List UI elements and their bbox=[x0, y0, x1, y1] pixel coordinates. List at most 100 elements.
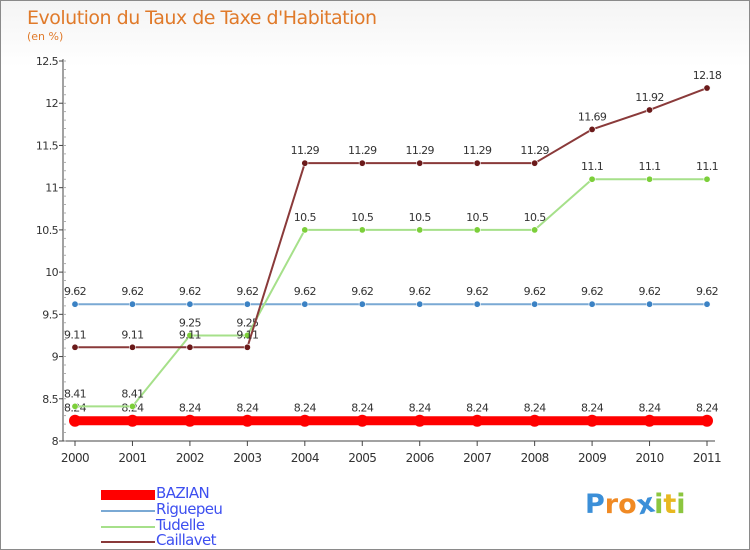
data-point-riguepeu bbox=[531, 300, 539, 308]
data-point-bazian bbox=[126, 414, 139, 427]
y-tick-label: 12.5 bbox=[36, 55, 59, 68]
data-label-bazian: 8.24 bbox=[466, 402, 489, 415]
data-point-bazian bbox=[413, 414, 426, 427]
data-label-caillavet: 12.18 bbox=[693, 69, 722, 82]
data-point-caillavet bbox=[703, 84, 711, 92]
y-tick-label: 12 bbox=[45, 97, 58, 110]
x-tick-label: 2000 bbox=[61, 451, 89, 465]
logo-letter: o bbox=[618, 489, 637, 520]
legend-label-bazian: BAZIAN bbox=[156, 484, 210, 502]
x-tick-label: 2010 bbox=[635, 451, 663, 465]
data-label-riguepeu: 9.62 bbox=[179, 285, 201, 298]
data-label-riguepeu: 9.62 bbox=[466, 285, 488, 298]
data-label-caillavet: 9.11 bbox=[236, 328, 258, 341]
data-point-bazian bbox=[69, 414, 81, 427]
x-tick-label: 2009 bbox=[578, 451, 606, 465]
data-label-caillavet: 9.11 bbox=[179, 328, 201, 341]
data-label-tudelle: 9.25 bbox=[179, 316, 202, 329]
data-label-riguepeu: 9.62 bbox=[581, 285, 603, 298]
data-point-caillavet bbox=[71, 343, 79, 351]
data-label-bazian: 8.24 bbox=[409, 402, 432, 415]
data-label-bazian: 8.24 bbox=[294, 402, 317, 415]
data-label-caillavet: 11.69 bbox=[578, 110, 607, 123]
data-point-riguepeu bbox=[71, 300, 79, 308]
data-label-tudelle: 10.5 bbox=[294, 211, 317, 224]
data-point-tudelle bbox=[588, 175, 596, 183]
data-label-tudelle: 11.1 bbox=[581, 160, 603, 173]
data-point-tudelle bbox=[128, 402, 136, 410]
data-point-bazian bbox=[356, 414, 369, 427]
data-point-tudelle bbox=[473, 226, 481, 234]
data-label-riguepeu: 9.62 bbox=[409, 285, 431, 298]
data-label-riguepeu: 9.62 bbox=[121, 285, 143, 298]
data-point-tudelle bbox=[358, 226, 366, 234]
data-point-caillavet bbox=[243, 343, 251, 351]
legend-label-caillavet: Caillavet bbox=[156, 531, 217, 549]
data-label-caillavet: 11.29 bbox=[348, 144, 377, 157]
data-label-bazian: 8.24 bbox=[236, 402, 259, 415]
chart-title: Evolution du Taux de Taxe d'Habitation bbox=[27, 7, 377, 29]
logo-letter: r bbox=[604, 489, 619, 520]
data-point-tudelle bbox=[186, 331, 194, 339]
legend-swatch-tudelle bbox=[101, 526, 155, 528]
y-tick-label: 10.5 bbox=[36, 224, 59, 237]
data-label-caillavet: 11.29 bbox=[463, 144, 492, 157]
data-point-tudelle bbox=[301, 226, 309, 234]
legend-label-tudelle: Tudelle bbox=[156, 516, 205, 534]
data-point-tudelle bbox=[416, 226, 424, 234]
data-point-riguepeu bbox=[358, 300, 366, 308]
data-point-bazian bbox=[643, 414, 656, 427]
data-point-bazian bbox=[298, 414, 311, 427]
data-label-caillavet: 11.29 bbox=[520, 144, 549, 157]
data-point-caillavet bbox=[358, 159, 366, 167]
data-label-caillavet: 11.92 bbox=[635, 91, 664, 104]
data-point-bazian bbox=[586, 414, 599, 427]
chart-subtitle: (en %) bbox=[27, 30, 64, 43]
data-label-riguepeu: 9.62 bbox=[638, 285, 660, 298]
series-line-caillavet bbox=[75, 87, 708, 349]
y-tick-label: 9.5 bbox=[42, 308, 58, 321]
x-tick-label: 2011 bbox=[693, 451, 721, 465]
logo-letter: i bbox=[654, 489, 664, 520]
logo-letter: P bbox=[585, 489, 605, 520]
x-tick-label: 2007 bbox=[463, 451, 491, 465]
logo-letter: i bbox=[676, 489, 686, 520]
x-tick-label: 2001 bbox=[118, 451, 146, 465]
legend-label-riguepeu: Riguepeu bbox=[156, 500, 223, 518]
data-point-caillavet bbox=[301, 159, 309, 167]
legend-swatch-caillavet bbox=[101, 541, 155, 543]
proxiti-logo: Proxiti bbox=[585, 488, 686, 522]
data-label-tudelle: 10.5 bbox=[351, 211, 374, 224]
data-point-bazian bbox=[183, 414, 196, 427]
x-tick-label: 2003 bbox=[233, 451, 261, 465]
data-point-caillavet bbox=[416, 159, 424, 167]
data-point-bazian bbox=[701, 414, 713, 427]
y-tick-label: 8.5 bbox=[42, 393, 58, 406]
data-point-riguepeu bbox=[416, 300, 424, 308]
data-point-riguepeu bbox=[128, 300, 136, 308]
data-point-bazian bbox=[471, 414, 484, 427]
data-label-tudelle: 10.5 bbox=[466, 211, 489, 224]
series-line-tudelle bbox=[75, 178, 707, 408]
x-tick-label: 2006 bbox=[406, 451, 434, 465]
data-label-tudelle: 8.41 bbox=[121, 387, 143, 400]
data-point-bazian bbox=[241, 414, 254, 427]
data-label-caillavet: 11.29 bbox=[291, 144, 320, 157]
data-point-caillavet bbox=[646, 106, 654, 114]
data-point-tudelle bbox=[71, 402, 79, 410]
data-point-caillavet bbox=[588, 125, 596, 133]
data-label-tudelle: 11.1 bbox=[638, 160, 660, 173]
y-tick-label: 11 bbox=[45, 182, 58, 195]
x-tick-label: 2004 bbox=[291, 451, 319, 465]
y-tick-label: 10 bbox=[45, 266, 58, 279]
x-tick-label: 2002 bbox=[176, 451, 204, 465]
legend-swatch-riguepeu bbox=[101, 510, 155, 512]
data-point-riguepeu bbox=[588, 300, 596, 308]
y-tick-label: 9 bbox=[52, 351, 59, 364]
data-point-riguepeu bbox=[473, 300, 481, 308]
data-label-tudelle: 10.5 bbox=[409, 211, 432, 224]
y-tick-label: 8 bbox=[52, 435, 59, 448]
data-label-bazian: 8.24 bbox=[179, 402, 202, 415]
